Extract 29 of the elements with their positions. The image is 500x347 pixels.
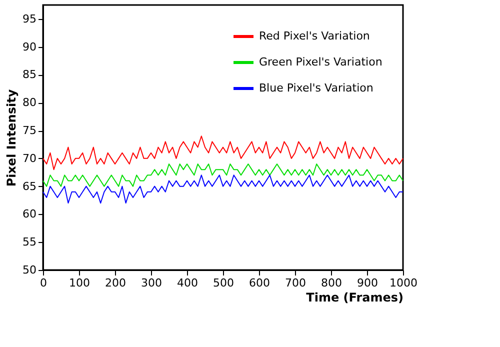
y-axis-title: Pixel Intensity [4, 89, 19, 187]
x-tick-label: 800 [321, 276, 342, 290]
x-tick-label: 400 [177, 276, 198, 290]
x-tick-label: 0 [40, 276, 47, 290]
x-tick-label: 600 [249, 276, 270, 290]
x-axis-title: Time (Frames) [306, 290, 404, 304]
y-tick-label: 65 [22, 180, 36, 193]
legend-label: Blue Pixel's Variation [259, 82, 374, 94]
line-series [42, 164, 404, 187]
x-tick-label: 1000 [390, 276, 418, 290]
y-tick-label: 60 [22, 208, 36, 221]
x-tick-label: 300 [141, 276, 162, 290]
y-tick-label: 95 [22, 12, 36, 26]
x-tick-label: 200 [105, 276, 126, 290]
y-tick-label: 50 [22, 264, 36, 276]
line-series [42, 174, 404, 204]
y-tick-label: 55 [22, 236, 36, 249]
x-tick-label: 700 [285, 276, 306, 290]
x-tick-label: 100 [69, 276, 90, 290]
legend-label: Green Pixel's Variation [259, 56, 382, 68]
y-tick-label: 80 [22, 96, 36, 110]
y-tick-label: 70 [22, 152, 36, 165]
y-tick-label: 90 [22, 40, 36, 54]
y-tick-label: 75 [22, 124, 36, 138]
x-tick-label: 900 [357, 276, 378, 290]
y-tick-label: 85 [22, 68, 36, 82]
line-series [42, 136, 404, 170]
legend-label: Red Pixel's Variation [259, 30, 370, 42]
x-tick-label: 500 [213, 276, 234, 290]
